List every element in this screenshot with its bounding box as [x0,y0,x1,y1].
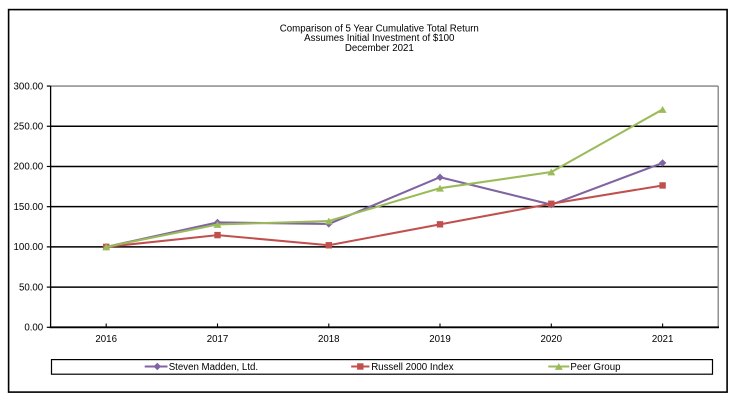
svg-text:Comparison of 5 Year Cumulativ: Comparison of 5 Year Cumulative Total Re… [280,23,479,34]
svg-text:200.00: 200.00 [14,162,44,173]
svg-text:2016: 2016 [95,334,117,345]
svg-text:2019: 2019 [429,334,451,345]
svg-text:250.00: 250.00 [14,122,44,133]
svg-text:100.00: 100.00 [14,242,44,253]
svg-text:300.00: 300.00 [14,81,44,92]
svg-text:Russell 2000 Index: Russell 2000 Index [371,362,454,373]
svg-text:2020: 2020 [541,334,563,345]
svg-text:150.00: 150.00 [14,202,44,213]
svg-text:2018: 2018 [318,334,340,345]
svg-text:Steven Madden, Ltd.: Steven Madden, Ltd. [169,362,258,373]
svg-text:2017: 2017 [207,334,229,345]
svg-text:0.00: 0.00 [24,323,43,334]
svg-text:Peer Group: Peer Group [570,362,620,373]
svg-text:December 2021: December 2021 [345,43,414,54]
svg-text:50.00: 50.00 [19,282,44,293]
svg-text:Assumes Initial Investment of: Assumes Initial Investment of $100 [304,33,455,44]
svg-text:2021: 2021 [652,334,674,345]
